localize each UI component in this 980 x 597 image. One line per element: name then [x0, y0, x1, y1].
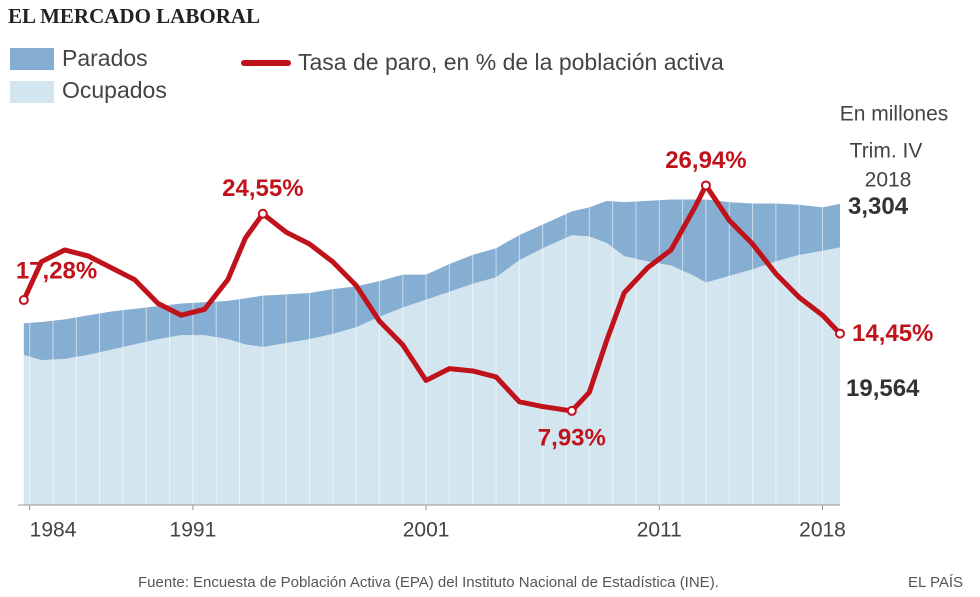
x-tick-label: 1991	[170, 519, 217, 542]
value-label: 24,55%	[222, 175, 303, 202]
value-label: 26,94%	[665, 147, 746, 174]
units-note: Trim. IV	[850, 140, 923, 163]
legend-label: Ocupados	[62, 77, 167, 103]
x-tick-label: 1984	[30, 519, 77, 542]
x-tick-label: 2011	[637, 519, 682, 542]
value-label: 19,564	[846, 375, 920, 402]
legend-label: Parados	[62, 45, 148, 71]
point-marker	[700, 180, 711, 191]
brand: EL PAÍS	[908, 574, 963, 591]
value-label: 14,45%	[852, 320, 933, 347]
value-label: 7,93%	[538, 424, 606, 451]
point-marker	[257, 208, 268, 219]
legend-swatch	[10, 81, 54, 103]
units-note: 2018	[865, 169, 912, 192]
x-tick-label: 2001	[403, 519, 450, 542]
value-label: 3,304	[848, 193, 909, 220]
legend-swatch	[10, 48, 54, 70]
x-tick-label: 2018	[799, 519, 846, 542]
point-marker	[835, 328, 845, 339]
chart-title: EL MERCADO LABORAL	[8, 4, 260, 28]
point-marker	[18, 295, 29, 306]
legend-label: Tasa de paro, en % de la población activ…	[298, 49, 724, 75]
value-label: 17,28%	[16, 257, 97, 284]
point-marker	[566, 405, 577, 416]
units-note: En millones	[840, 103, 949, 126]
source: Fuente: Encuesta de Población Activa (EP…	[138, 574, 719, 591]
